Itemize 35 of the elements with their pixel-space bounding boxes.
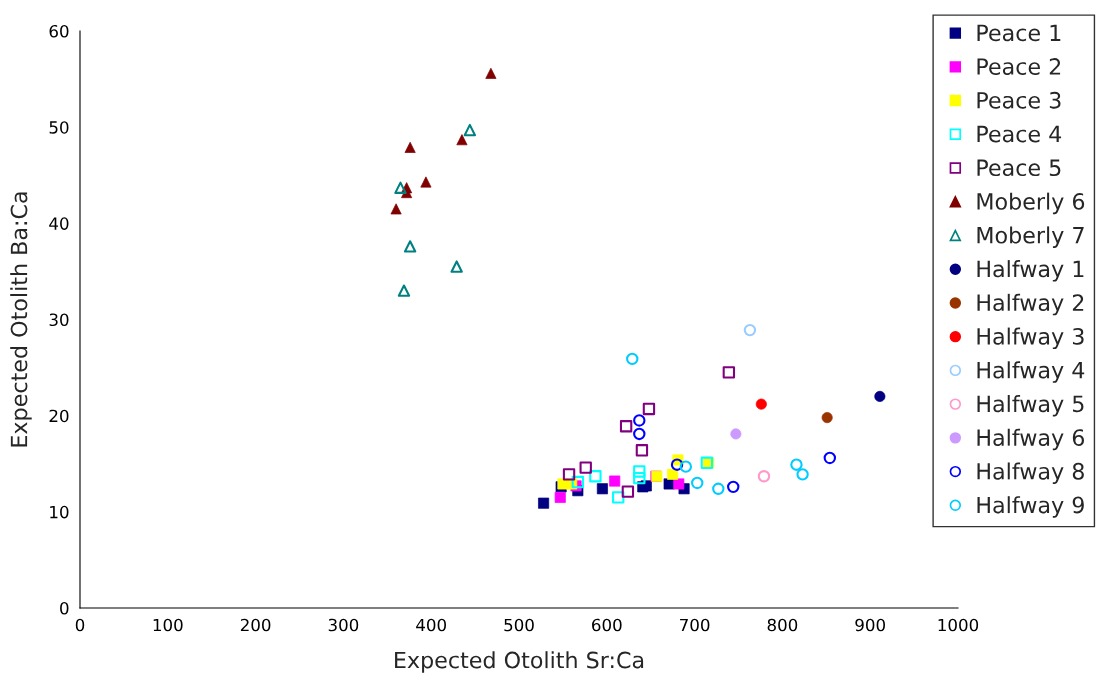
legend-label: Halfway 1 <box>977 260 1084 282</box>
x-tick-label: 1000 <box>938 618 979 632</box>
legend-label: Halfway 3 <box>977 327 1084 350</box>
legend-label: Moberly 6 <box>977 192 1085 215</box>
y-tick-label: 20 <box>49 409 69 423</box>
x-tick-label: 400 <box>416 618 446 632</box>
y-tick-label: 30 <box>49 313 69 327</box>
y-tick-label: 0 <box>60 601 69 615</box>
legend-label: Halfway 2 <box>977 293 1084 316</box>
legend-label: Peace 5 <box>977 159 1061 177</box>
x-tick-label: 700 <box>680 618 710 632</box>
legend-label: Moberly 7 <box>977 226 1084 248</box>
legend-label: Halfway 5 <box>977 395 1084 417</box>
x-tick-label: 900 <box>855 618 885 632</box>
y-tick-label: 50 <box>49 121 69 134</box>
x-axis-title: Expected Otolith Sr:Ca <box>395 651 644 673</box>
legend-label: Halfway 9 <box>977 496 1084 518</box>
legend-label: Peace 1 <box>977 24 1061 42</box>
legend-label: Halfway 6 <box>977 428 1085 451</box>
x-tick-label: 0 <box>75 618 85 632</box>
legend-label: Halfway 8 <box>977 462 1084 484</box>
x-tick-label: 300 <box>328 618 359 632</box>
y-tick-label: 40 <box>49 217 69 230</box>
legend-label: Peace 4 <box>977 125 1062 143</box>
legend-label: Peace 2 <box>977 58 1061 75</box>
x-tick-label: 600 <box>592 618 622 632</box>
x-tick-label: 200 <box>240 618 271 632</box>
legend-label: Peace 3 <box>977 91 1061 109</box>
x-tick-label: 100 <box>153 618 183 632</box>
y-tick-label: 60 <box>49 24 69 38</box>
y-axis-title: Expected Otolith Ba:Ca <box>10 192 32 447</box>
x-tick-label: 800 <box>767 618 798 632</box>
y-tick-label: 10 <box>50 505 69 519</box>
x-tick-label: 500 <box>504 618 534 632</box>
legend-label: Halfway 4 <box>977 361 1085 383</box>
